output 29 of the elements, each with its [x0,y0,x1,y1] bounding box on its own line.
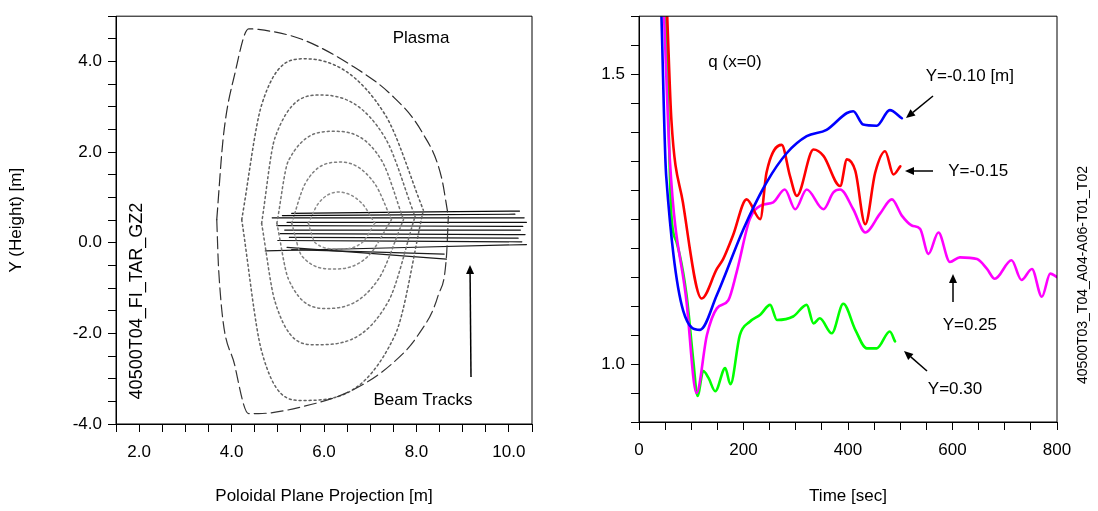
annotation: 40500T04_FI_TAR_GZ2 [125,202,147,400]
x-tick-label: 400 [833,439,863,459]
y-tick-label: -4.0 [72,413,102,433]
y-tick-label: -2.0 [72,323,102,343]
y-axis-title: Y (Height) [m] [5,167,25,273]
y-tick-label: 4.0 [78,51,102,71]
x-tick-label: 6.0 [312,441,336,461]
x-tick-label: 8.0 [404,441,429,461]
y-tick-label: 1.0 [601,353,625,373]
x-tick-label: 600 [938,439,967,459]
x-tick-label: 4.0 [219,441,244,461]
y-tick-label: 2.0 [78,141,102,161]
x-axis-title: Time [sec] [809,486,887,506]
text: Y=0.30 [927,379,983,399]
annotation: Plasma [392,27,450,47]
x-tick-label: 2.0 [127,441,151,461]
text: Y=-0.15 [948,161,1009,181]
text: Y=0.25 [942,314,998,334]
x-tick-label: 0 [634,439,644,459]
x-tick-label: 10.0 [492,441,526,461]
x-tick-label: 200 [729,439,758,459]
annotation: q (x=0) [708,51,762,71]
y-tick-label: 0.0 [78,232,102,252]
x-tick-label: 800 [1042,439,1072,459]
text: Y=-0.10 [m] [925,65,1014,85]
text: 40500T03_T04_A04-A06-T01_T02 [1073,165,1090,384]
y-tick-label: 1.5 [601,63,625,83]
annotation: Beam Tracks [373,389,473,409]
x-axis-title: Poloidal Plane Projection [m] [215,486,433,506]
